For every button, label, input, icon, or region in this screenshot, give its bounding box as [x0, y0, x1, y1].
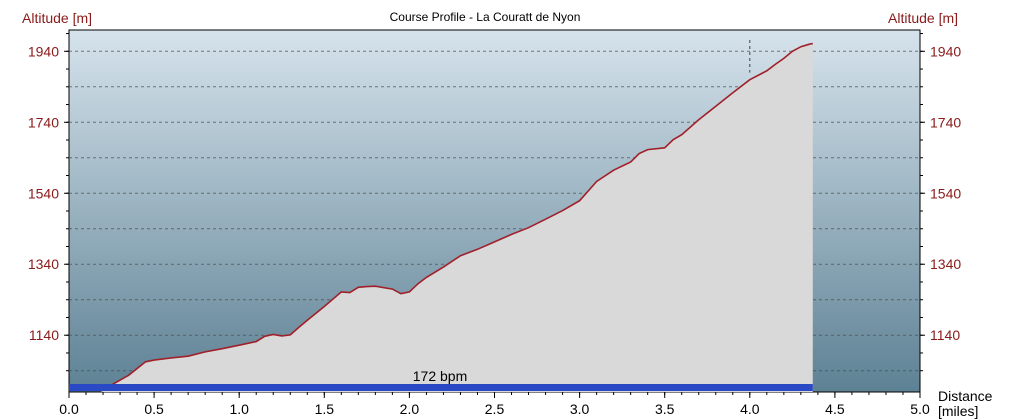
y-tick-label-right: 1540 — [930, 185, 961, 201]
x-tick-label: 2.0 — [400, 401, 420, 417]
x-tick-label: 3.0 — [570, 401, 590, 417]
y-tick-label-right: 1940 — [930, 43, 961, 59]
x-tick-label: 1.5 — [315, 401, 335, 417]
y-tick-label-left: 1740 — [28, 114, 59, 130]
y-tick-label-left: 1140 — [29, 327, 59, 343]
y-axis-left: 1140 1340 1540 1740 1940 — [28, 33, 69, 372]
altitude-series-line — [100, 42, 813, 392]
x-axis-unit: [miles] — [938, 403, 978, 419]
y-axis-label-right: Altitude [m] — [888, 10, 958, 26]
x-tick-label: 0.5 — [144, 401, 164, 417]
x-tick-label: 5.0 — [910, 401, 930, 417]
x-tick-label: 2.5 — [485, 401, 505, 417]
heart-rate-label: 172 bpm — [413, 368, 467, 384]
y-tick-label-right: 1140 — [930, 327, 960, 343]
y-tick-label-left: 1540 — [28, 185, 59, 201]
y-tick-label-left: 1340 — [28, 256, 59, 272]
y-axis-right: 1140 1340 1540 1740 1940 — [920, 33, 961, 372]
chart-title: Course Profile - La Couratt de Nyon — [390, 10, 581, 24]
x-tick-label: 1.0 — [229, 401, 249, 417]
x-tick-label: 3.5 — [655, 401, 675, 417]
y-tick-label-right: 1740 — [930, 114, 961, 130]
x-axis: 0.0 0.5 1.0 1.5 2.0 2.5 3.0 3.5 4.0 4.5 5.0 — [59, 392, 930, 417]
altitude-fill — [101, 43, 813, 392]
y-tick-label-left: 1940 — [28, 43, 59, 59]
x-axis-label: Distance — [938, 388, 993, 404]
heart-rate-band — [69, 384, 813, 391]
x-tick-label: 4.5 — [825, 401, 845, 417]
y-axis-label-left: Altitude [m] — [22, 10, 92, 26]
x-tick-label: 0.0 — [59, 401, 79, 417]
y-tick-label-right: 1340 — [930, 256, 961, 272]
altitude-line — [100, 42, 813, 392]
heart-rate-bar — [69, 384, 813, 391]
x-tick-label: 4.0 — [740, 401, 760, 417]
altitude-area — [101, 43, 813, 392]
